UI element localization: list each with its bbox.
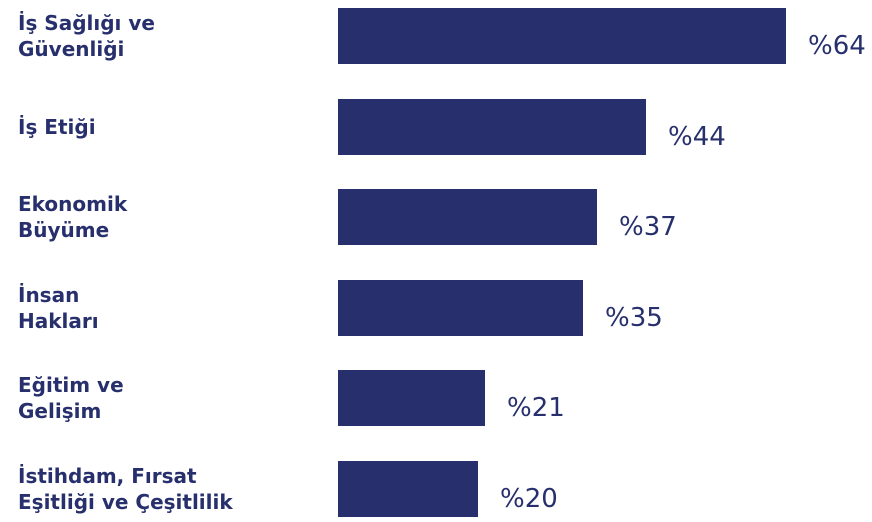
bar (338, 98, 646, 155)
bar (338, 370, 485, 426)
bar (338, 189, 597, 245)
value-label: %37 (619, 212, 677, 242)
value-label: %44 (668, 121, 726, 152)
bar (338, 460, 478, 517)
value-label: %21 (507, 393, 565, 423)
category-label: İş Sağlığı ve Güvenliği (18, 11, 155, 61)
category-label: İş Etiği (18, 114, 96, 139)
value-label: %35 (605, 302, 663, 333)
category-label: Ekonomik Büyüme (18, 192, 128, 242)
bar (338, 8, 786, 64)
category-label: İstihdam, Fırsat Eşitliği ve Çeşitlilik (18, 463, 233, 514)
bar (338, 279, 583, 336)
category-label: İnsan Hakları (18, 282, 99, 333)
category-label: Eğitim ve Gelişim (18, 373, 124, 423)
value-label: %20 (500, 483, 558, 514)
value-label: %64 (808, 31, 866, 61)
